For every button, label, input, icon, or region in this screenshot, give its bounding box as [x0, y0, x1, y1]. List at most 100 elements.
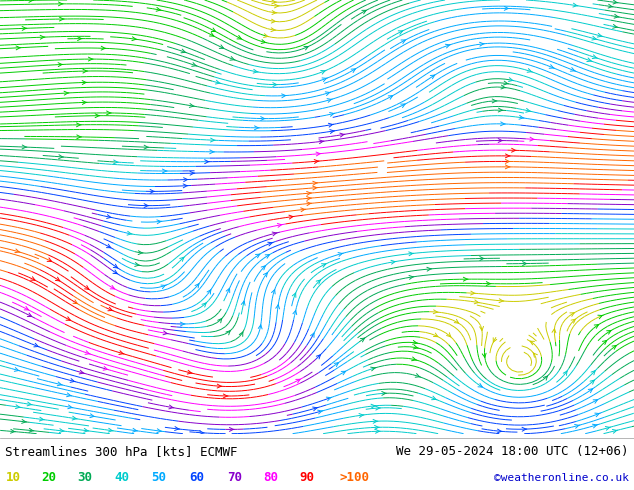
- FancyArrowPatch shape: [321, 264, 326, 267]
- FancyArrowPatch shape: [217, 318, 222, 323]
- FancyArrowPatch shape: [230, 56, 235, 60]
- FancyArrowPatch shape: [508, 78, 514, 81]
- FancyArrowPatch shape: [24, 306, 29, 310]
- FancyArrowPatch shape: [47, 258, 51, 261]
- FancyArrowPatch shape: [500, 122, 505, 126]
- FancyArrowPatch shape: [144, 145, 149, 149]
- FancyArrowPatch shape: [433, 310, 438, 314]
- FancyArrowPatch shape: [195, 284, 199, 288]
- FancyArrowPatch shape: [362, 10, 366, 14]
- FancyArrowPatch shape: [327, 397, 332, 401]
- FancyArrowPatch shape: [133, 428, 138, 432]
- FancyArrowPatch shape: [107, 111, 112, 115]
- FancyArrowPatch shape: [413, 341, 418, 344]
- FancyArrowPatch shape: [427, 267, 432, 271]
- FancyArrowPatch shape: [591, 371, 595, 375]
- FancyArrowPatch shape: [60, 17, 64, 21]
- FancyArrowPatch shape: [82, 80, 87, 84]
- FancyArrowPatch shape: [268, 242, 273, 246]
- FancyArrowPatch shape: [470, 291, 476, 295]
- FancyArrowPatch shape: [325, 92, 330, 96]
- FancyArrowPatch shape: [501, 85, 506, 89]
- FancyArrowPatch shape: [594, 325, 598, 328]
- FancyArrowPatch shape: [307, 202, 311, 206]
- FancyArrowPatch shape: [258, 325, 262, 329]
- FancyArrowPatch shape: [184, 178, 188, 182]
- FancyArrowPatch shape: [27, 402, 32, 406]
- FancyArrowPatch shape: [138, 251, 143, 255]
- FancyArrowPatch shape: [84, 286, 89, 290]
- FancyArrowPatch shape: [614, 14, 619, 18]
- FancyArrowPatch shape: [77, 135, 82, 139]
- FancyArrowPatch shape: [272, 0, 276, 4]
- FancyArrowPatch shape: [237, 35, 242, 39]
- FancyArrowPatch shape: [445, 44, 451, 48]
- FancyArrowPatch shape: [327, 98, 332, 102]
- FancyArrowPatch shape: [261, 117, 266, 121]
- FancyArrowPatch shape: [156, 7, 161, 11]
- FancyArrowPatch shape: [573, 3, 578, 7]
- FancyArrowPatch shape: [30, 277, 35, 280]
- FancyArrowPatch shape: [169, 405, 174, 409]
- FancyArrowPatch shape: [216, 80, 221, 84]
- FancyArrowPatch shape: [598, 315, 603, 319]
- FancyArrowPatch shape: [316, 152, 321, 156]
- FancyArrowPatch shape: [454, 319, 458, 323]
- FancyArrowPatch shape: [271, 19, 276, 23]
- FancyArrowPatch shape: [527, 69, 533, 72]
- FancyArrowPatch shape: [22, 145, 27, 149]
- FancyArrowPatch shape: [486, 282, 491, 286]
- Text: ©weatheronline.co.uk: ©weatheronline.co.uk: [494, 472, 629, 483]
- FancyArrowPatch shape: [375, 429, 380, 433]
- FancyArrowPatch shape: [432, 396, 437, 400]
- FancyArrowPatch shape: [132, 37, 137, 41]
- FancyArrowPatch shape: [264, 34, 269, 37]
- FancyArrowPatch shape: [157, 429, 162, 433]
- FancyArrowPatch shape: [359, 414, 364, 417]
- FancyArrowPatch shape: [498, 139, 503, 143]
- FancyArrowPatch shape: [391, 260, 396, 264]
- FancyArrowPatch shape: [434, 333, 438, 337]
- FancyArrowPatch shape: [239, 332, 243, 337]
- FancyArrowPatch shape: [592, 424, 598, 428]
- FancyArrowPatch shape: [595, 413, 600, 416]
- FancyArrowPatch shape: [179, 257, 184, 261]
- FancyArrowPatch shape: [276, 305, 280, 309]
- FancyArrowPatch shape: [202, 303, 206, 307]
- FancyArrowPatch shape: [261, 266, 266, 270]
- FancyArrowPatch shape: [27, 313, 32, 317]
- FancyArrowPatch shape: [492, 99, 497, 103]
- FancyArrowPatch shape: [588, 389, 593, 392]
- FancyArrowPatch shape: [413, 345, 418, 349]
- FancyArrowPatch shape: [88, 57, 93, 61]
- FancyArrowPatch shape: [415, 373, 420, 377]
- FancyArrowPatch shape: [22, 26, 27, 30]
- FancyArrowPatch shape: [22, 419, 27, 423]
- FancyArrowPatch shape: [533, 353, 538, 357]
- FancyArrowPatch shape: [82, 100, 87, 104]
- FancyArrowPatch shape: [574, 424, 579, 428]
- FancyArrowPatch shape: [15, 368, 20, 371]
- Text: We 29-05-2024 18:00 UTC (12+06): We 29-05-2024 18:00 UTC (12+06): [396, 445, 629, 458]
- FancyArrowPatch shape: [505, 154, 510, 158]
- FancyArrowPatch shape: [401, 104, 405, 108]
- FancyArrowPatch shape: [72, 416, 77, 420]
- FancyArrowPatch shape: [190, 172, 195, 175]
- FancyArrowPatch shape: [296, 379, 300, 383]
- FancyArrowPatch shape: [15, 405, 20, 409]
- FancyArrowPatch shape: [261, 40, 266, 44]
- FancyArrowPatch shape: [281, 94, 287, 98]
- FancyArrowPatch shape: [271, 290, 275, 294]
- FancyArrowPatch shape: [521, 331, 526, 335]
- FancyArrowPatch shape: [571, 68, 576, 71]
- FancyArrowPatch shape: [316, 355, 320, 359]
- FancyArrowPatch shape: [108, 428, 113, 432]
- FancyArrowPatch shape: [334, 363, 339, 367]
- FancyArrowPatch shape: [316, 280, 320, 284]
- FancyArrowPatch shape: [430, 75, 435, 79]
- FancyArrowPatch shape: [446, 333, 451, 337]
- FancyArrowPatch shape: [504, 6, 509, 10]
- FancyArrowPatch shape: [119, 351, 124, 354]
- FancyArrowPatch shape: [519, 116, 524, 119]
- FancyArrowPatch shape: [263, 273, 268, 277]
